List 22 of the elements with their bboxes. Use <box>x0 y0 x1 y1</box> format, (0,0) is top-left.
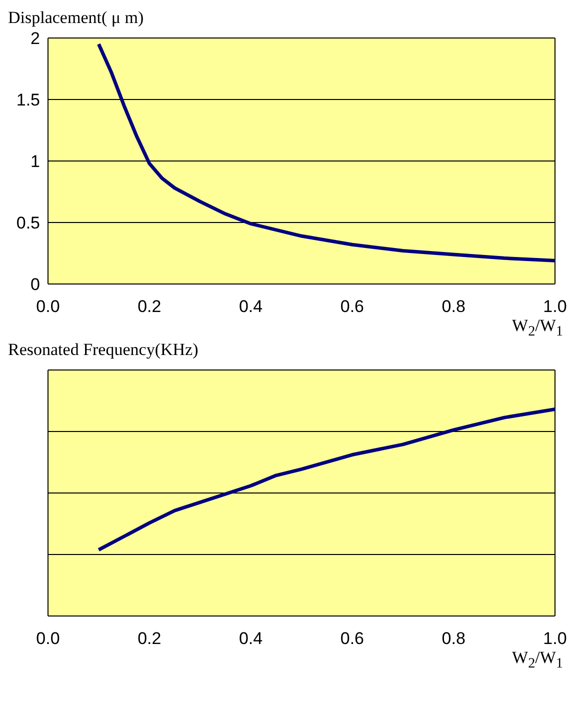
x-tick-label: 0.4 <box>238 629 263 648</box>
x-tick-label: 1.0 <box>543 297 567 316</box>
x-tick-label: 1.0 <box>543 629 567 648</box>
x-axis-title: W$_{2}$/W$_{1}$ <box>511 316 564 340</box>
line-series <box>96 42 555 262</box>
x-tick-label: 0.0 <box>36 297 60 316</box>
x-tick-label: 0.4 <box>238 297 263 316</box>
x-tick-label: 0.8 <box>442 629 466 648</box>
x-tick-label: 0.6 <box>340 629 364 648</box>
x-tick-label: 0.0 <box>36 629 60 648</box>
y-axis-title: Resonated Frequency(KHz) <box>8 340 200 362</box>
x-axis-title: W$_{2}$/W$_{1}$ <box>511 648 564 673</box>
x-tick-label: 0.6 <box>340 297 364 316</box>
x-tick-label: 0.2 <box>138 297 162 316</box>
x-tick-label: 0.8 <box>442 297 466 316</box>
y-tick-label: 1 <box>30 152 40 172</box>
y-tick-label: 0.5 <box>16 214 40 233</box>
x-tick-label: 0.2 <box>138 629 162 648</box>
y-tick-label: 2 <box>30 29 40 48</box>
y-axis-title: Displacement( μ m) <box>8 8 145 29</box>
y-tick-label: 1.5 <box>16 90 40 110</box>
y-tick-label: 0 <box>30 275 40 294</box>
